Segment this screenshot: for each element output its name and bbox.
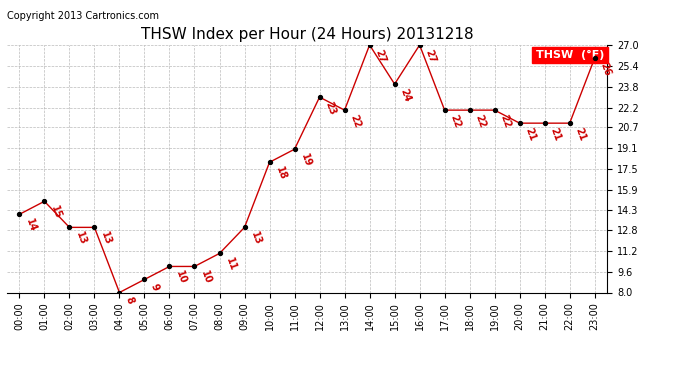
Point bbox=[564, 120, 575, 126]
Point bbox=[439, 107, 450, 113]
Point bbox=[539, 120, 550, 126]
Point bbox=[389, 81, 400, 87]
Text: THSW  (°F): THSW (°F) bbox=[536, 50, 604, 60]
Point bbox=[289, 146, 300, 152]
Point bbox=[589, 55, 600, 61]
Text: 14: 14 bbox=[23, 217, 37, 233]
Text: 9: 9 bbox=[148, 282, 160, 292]
Point bbox=[314, 94, 325, 100]
Point bbox=[114, 290, 125, 296]
Text: 18: 18 bbox=[274, 165, 288, 181]
Point bbox=[39, 198, 50, 204]
Text: 10: 10 bbox=[174, 269, 188, 285]
Text: Copyright 2013 Cartronics.com: Copyright 2013 Cartronics.com bbox=[7, 11, 159, 21]
Text: 26: 26 bbox=[599, 61, 613, 77]
Point bbox=[239, 224, 250, 230]
Text: 8: 8 bbox=[124, 295, 135, 305]
Point bbox=[339, 107, 350, 113]
Text: 21: 21 bbox=[549, 126, 563, 142]
Text: 19: 19 bbox=[299, 152, 313, 168]
Text: 11: 11 bbox=[224, 256, 237, 272]
Text: 23: 23 bbox=[324, 100, 337, 116]
Point bbox=[514, 120, 525, 126]
Text: 13: 13 bbox=[99, 230, 112, 246]
Point bbox=[464, 107, 475, 113]
Text: 27: 27 bbox=[424, 48, 437, 64]
Text: 27: 27 bbox=[374, 48, 388, 64]
Text: 13: 13 bbox=[74, 230, 88, 246]
Text: 10: 10 bbox=[199, 269, 213, 285]
Point bbox=[64, 224, 75, 230]
Point bbox=[264, 159, 275, 165]
Text: 24: 24 bbox=[399, 87, 413, 103]
Point bbox=[139, 276, 150, 282]
Text: 22: 22 bbox=[474, 113, 488, 129]
Point bbox=[489, 107, 500, 113]
Point bbox=[14, 211, 25, 217]
Point bbox=[214, 251, 225, 257]
Point bbox=[89, 224, 100, 230]
Text: 22: 22 bbox=[348, 113, 363, 129]
Text: 22: 22 bbox=[499, 113, 513, 129]
Point bbox=[164, 264, 175, 270]
Point bbox=[364, 42, 375, 48]
Text: 21: 21 bbox=[524, 126, 538, 142]
Text: 22: 22 bbox=[448, 113, 463, 129]
Text: 21: 21 bbox=[574, 126, 588, 142]
Text: 15: 15 bbox=[48, 204, 63, 220]
Point bbox=[414, 42, 425, 48]
Point bbox=[189, 264, 200, 270]
Text: 13: 13 bbox=[248, 230, 263, 246]
Title: THSW Index per Hour (24 Hours) 20131218: THSW Index per Hour (24 Hours) 20131218 bbox=[141, 27, 473, 42]
